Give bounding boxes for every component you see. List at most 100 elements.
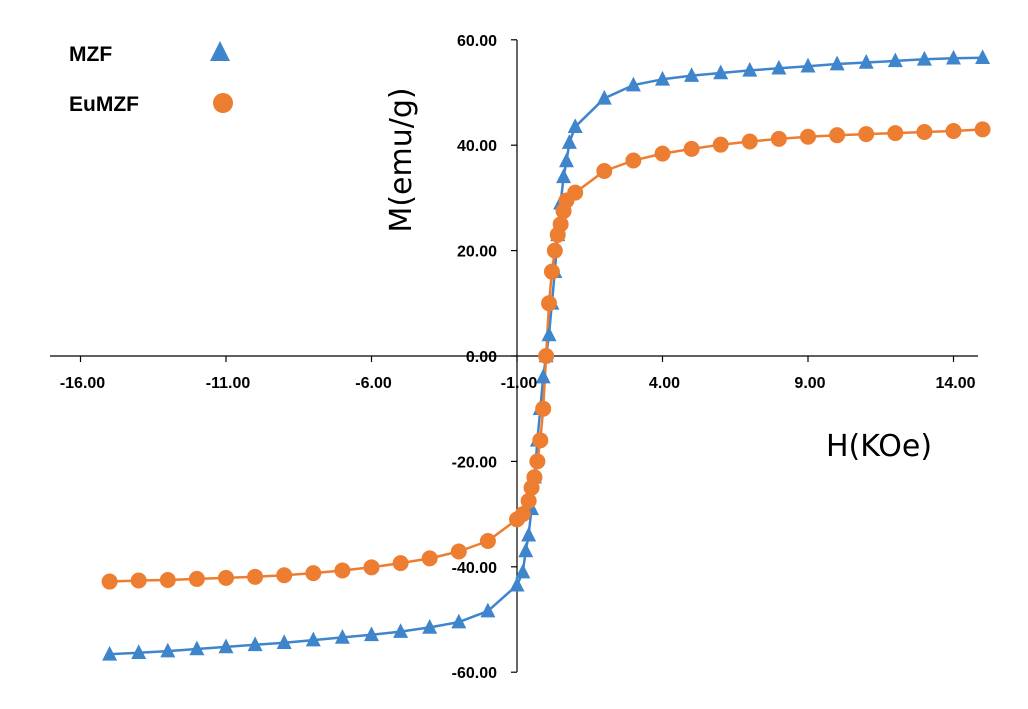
data-point-mzf (975, 49, 991, 65)
data-point-eumzf (543, 263, 560, 280)
y-tick-label: -60.00 (452, 665, 497, 682)
y-tick-label: -20.00 (452, 454, 497, 471)
data-point-mzf (771, 59, 787, 75)
x-tick-label: 9.00 (794, 375, 825, 392)
data-point-mzf (567, 118, 583, 134)
data-point-eumzf (546, 242, 563, 259)
legend-marker-eumzf (213, 93, 233, 113)
data-point-mzf (535, 368, 551, 384)
data-point-eumzf (532, 432, 549, 449)
data-point-eumzf (741, 133, 758, 150)
data-point-mzf (916, 50, 932, 66)
data-point-mzf (131, 644, 147, 660)
data-point-mzf (160, 642, 176, 658)
data-point-mzf (655, 70, 670, 86)
x-tick-label: 4.00 (649, 375, 680, 392)
legend: MZF EuMZF (69, 41, 233, 116)
data-point-eumzf (858, 126, 875, 143)
data-point-mzf (713, 64, 729, 80)
data-point-eumzf (130, 572, 147, 589)
data-point-eumzf (305, 565, 322, 582)
data-point-mzf (102, 645, 118, 661)
data-point-eumzf (159, 571, 176, 588)
data-point-eumzf (541, 295, 558, 312)
data-point-mzf (518, 542, 534, 558)
data-point-mzf (558, 152, 574, 168)
y-tick-label: 40.00 (457, 138, 497, 155)
data-point-mzf (451, 613, 467, 629)
data-point-mzf (305, 631, 321, 647)
data-point-eumzf (654, 145, 671, 162)
data-point-mzf (189, 640, 205, 656)
data-point-mzf (625, 76, 641, 92)
data-point-mzf (829, 55, 845, 71)
data-point-eumzf (916, 124, 933, 141)
data-point-mzf (422, 619, 438, 634)
data-point-eumzf (538, 348, 555, 364)
data-point-eumzf (625, 152, 642, 169)
data-point-eumzf (392, 555, 409, 572)
data-point-eumzf (974, 121, 991, 138)
data-point-eumzf (529, 453, 546, 470)
x-tick-label: -6.00 (355, 375, 392, 392)
data-point-eumzf (247, 568, 264, 585)
data-point-mzf (561, 134, 577, 149)
data-point-eumzf (683, 140, 700, 157)
data-point-eumzf (421, 550, 438, 567)
data-point-eumzf (363, 559, 380, 576)
y-axis-title: M(emu/g) (384, 87, 419, 232)
data-point-mzf (509, 576, 525, 592)
data-point-mzf (334, 629, 350, 644)
y-tick-label: 20.00 (457, 244, 497, 261)
data-point-eumzf (535, 400, 552, 417)
x-tick-label: -11.00 (206, 375, 251, 392)
data-point-eumzf (712, 136, 729, 153)
data-point-eumzf (450, 543, 467, 560)
legend-label-eumzf: EuMZF (69, 93, 139, 116)
data-point-mzf (515, 563, 531, 579)
data-point-mzf (858, 54, 874, 69)
data-point-eumzf (101, 573, 118, 590)
data-point-mzf (541, 326, 557, 342)
data-point-mzf (218, 638, 234, 654)
data-point-eumzf (514, 506, 531, 523)
x-axis-title: H(KOe) (826, 429, 932, 464)
y-tick-label: 60.00 (457, 33, 497, 50)
y-tick-label: -40.00 (452, 560, 497, 577)
data-point-eumzf (479, 532, 496, 549)
data-point-eumzf (567, 184, 584, 201)
data-point-eumzf (829, 127, 846, 144)
data-point-mzf (742, 61, 758, 77)
x-tick-label: 14.00 (935, 375, 975, 392)
data-point-mzf (596, 89, 612, 105)
x-tick-label: -16.00 (60, 375, 105, 392)
data-point-eumzf (887, 125, 904, 142)
y-tick-label: 0.00 (466, 349, 497, 366)
legend-marker-mzf (210, 41, 230, 61)
data-point-mzf (946, 49, 961, 65)
axes (50, 39, 978, 673)
data-point-eumzf (770, 130, 787, 147)
data-point-mzf (393, 623, 409, 638)
data-point-eumzf (334, 562, 351, 579)
legend-label-mzf: MZF (69, 43, 112, 66)
data-point-eumzf (218, 569, 234, 586)
series-markers (101, 49, 991, 661)
data-point-mzf (684, 67, 700, 82)
data-point-eumzf (800, 128, 816, 145)
data-point-eumzf (188, 570, 205, 587)
data-point-mzf (521, 526, 537, 542)
data-point-eumzf (945, 122, 962, 139)
data-point-eumzf (276, 567, 293, 584)
data-point-mzf (556, 168, 572, 184)
data-point-mzf (800, 57, 816, 73)
data-point-eumzf (526, 469, 543, 486)
data-point-eumzf (520, 492, 537, 509)
data-point-eumzf (552, 216, 569, 233)
data-point-mzf (887, 52, 903, 68)
data-point-mzf (276, 634, 292, 649)
x-tick-label: -1.00 (501, 375, 538, 392)
data-point-mzf (247, 636, 263, 652)
data-point-mzf (480, 602, 496, 618)
